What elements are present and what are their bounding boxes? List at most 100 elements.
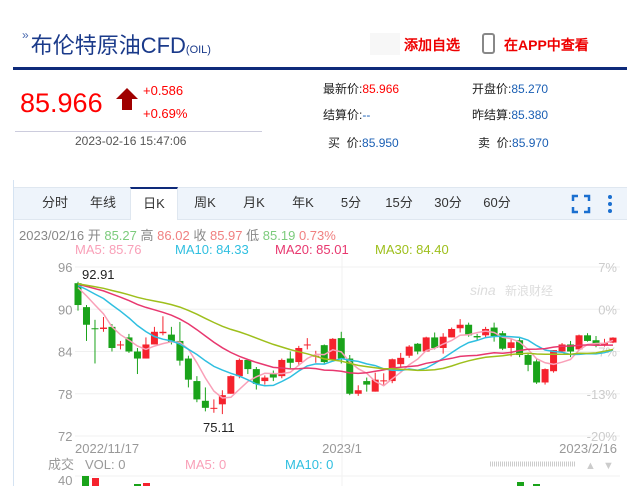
candle-body bbox=[91, 328, 99, 330]
candle bbox=[405, 345, 413, 358]
info-latest: 最新价:85.966 bbox=[323, 82, 400, 96]
ma20-line bbox=[77, 283, 613, 375]
candle bbox=[507, 339, 515, 357]
down-triangle-icon[interactable]: ▼ bbox=[603, 460, 614, 472]
candle-body bbox=[482, 328, 490, 336]
candle-body bbox=[218, 395, 226, 405]
more-menu-icon[interactable] bbox=[602, 188, 618, 220]
candle-body bbox=[295, 347, 303, 363]
y-tick-label-right: 0% bbox=[598, 302, 617, 317]
volume-bar bbox=[533, 484, 540, 486]
candle-body bbox=[431, 337, 439, 348]
candle-body bbox=[303, 344, 311, 346]
candle bbox=[541, 368, 549, 385]
divider bbox=[15, 131, 262, 132]
candle-body bbox=[133, 351, 141, 359]
candle-body bbox=[439, 336, 447, 348]
candle-body bbox=[524, 355, 532, 365]
candle-body bbox=[575, 335, 583, 350]
candle-body bbox=[261, 377, 269, 382]
candle-body bbox=[99, 327, 107, 329]
candle-body bbox=[533, 361, 541, 383]
candle-body bbox=[592, 340, 600, 346]
add-favorite-button[interactable]: 添加自选 bbox=[404, 37, 460, 53]
instrument-name: 布伦特原油CFD bbox=[30, 33, 186, 58]
instrument-code: (OIL) bbox=[185, 44, 211, 56]
info-open: 开盘价:85.270 bbox=[472, 82, 549, 96]
fullscreen-icon[interactable] bbox=[569, 188, 593, 220]
candle bbox=[584, 333, 592, 342]
tab-daily-k[interactable]: 日K bbox=[130, 187, 178, 220]
volume-bar bbox=[517, 482, 524, 486]
vol-ma5-readout: MA5: 0 bbox=[185, 457, 226, 472]
candle bbox=[380, 373, 388, 385]
candle-body bbox=[584, 335, 592, 341]
candle bbox=[227, 375, 235, 394]
candle-body bbox=[142, 344, 150, 359]
candle bbox=[422, 336, 430, 352]
volume-label: 成交 bbox=[48, 457, 74, 472]
tab-yearline[interactable]: 年线 bbox=[89, 195, 116, 210]
candle bbox=[261, 375, 269, 385]
candle bbox=[303, 338, 311, 350]
candle bbox=[533, 359, 541, 384]
candle bbox=[184, 355, 192, 388]
tab-yearly-k[interactable]: 年K bbox=[292, 195, 314, 210]
candle-body bbox=[609, 337, 617, 343]
fav-placeholder bbox=[370, 33, 400, 55]
view-in-app-button[interactable]: 在APP中查看 bbox=[504, 37, 589, 53]
price-change-pct: +0.69% bbox=[143, 106, 188, 121]
candle-body bbox=[176, 340, 184, 361]
tab-5min[interactable]: 5分 bbox=[340, 195, 362, 210]
volume-bar bbox=[92, 478, 99, 486]
candlestick-chart[interactable]: sina 新浪财经 96 7%90 0%84 -7%78 -13%72 -20%2022/… bbox=[0, 255, 627, 486]
candle bbox=[142, 337, 150, 359]
candle-body bbox=[227, 376, 235, 394]
candle-body bbox=[516, 340, 524, 356]
up-triangle-icon[interactable]: ▲ bbox=[585, 460, 596, 472]
candle-body bbox=[448, 328, 456, 338]
info-ask: 卖 价:85.970 bbox=[478, 136, 549, 150]
ma5-readout: MA5: 85.76 bbox=[75, 242, 142, 257]
chart-tabs: 分时 年线 日K 周K 月K 年K 5分 15分 30分 60分 bbox=[14, 187, 627, 220]
candle-body bbox=[371, 379, 379, 392]
candle-body bbox=[244, 359, 252, 370]
tab-intraday[interactable]: 分时 bbox=[41, 195, 68, 210]
candle-body bbox=[159, 331, 167, 334]
y-tick-label: 84 bbox=[58, 345, 72, 360]
tab-60min[interactable]: 60分 bbox=[483, 195, 511, 210]
tab-30min[interactable]: 30分 bbox=[434, 195, 462, 210]
candle bbox=[210, 399, 218, 413]
info-settle: 结算价:-- bbox=[323, 108, 371, 122]
tab-15min[interactable]: 15分 bbox=[385, 195, 413, 210]
chart-panel bbox=[13, 180, 627, 486]
volume-bar bbox=[143, 483, 150, 486]
candle bbox=[125, 333, 133, 353]
candle bbox=[354, 385, 362, 396]
candle-body bbox=[193, 381, 201, 400]
candle-body bbox=[397, 357, 405, 365]
candle bbox=[235, 358, 243, 379]
candle-body bbox=[541, 369, 549, 383]
ma5-line bbox=[77, 287, 614, 399]
phone-icon bbox=[482, 33, 495, 54]
info-bid: 买 价:85.950 bbox=[328, 136, 399, 150]
candle-body bbox=[507, 342, 515, 348]
candle bbox=[74, 281, 82, 311]
x-tick-label: 2022/11/17 bbox=[75, 441, 139, 456]
candle-body bbox=[558, 344, 566, 352]
candle-body bbox=[380, 380, 388, 382]
vol-ma10-readout: MA10: 0 bbox=[285, 457, 333, 472]
candle bbox=[108, 324, 116, 352]
price-change: +0.586 bbox=[143, 83, 184, 98]
candle bbox=[448, 327, 456, 338]
candle-body bbox=[363, 381, 371, 385]
tab-monthly-k[interactable]: 月K bbox=[243, 195, 265, 210]
tab-weekly-k[interactable]: 周K bbox=[194, 195, 216, 210]
x-tick-label: 2023/2/16 bbox=[559, 441, 617, 456]
candle bbox=[550, 350, 558, 373]
page-title: »布伦特原油CFD(OIL) bbox=[22, 28, 211, 60]
max-price-label: 92.91 bbox=[82, 267, 115, 282]
candle bbox=[473, 333, 481, 341]
ma10-line bbox=[77, 284, 614, 387]
